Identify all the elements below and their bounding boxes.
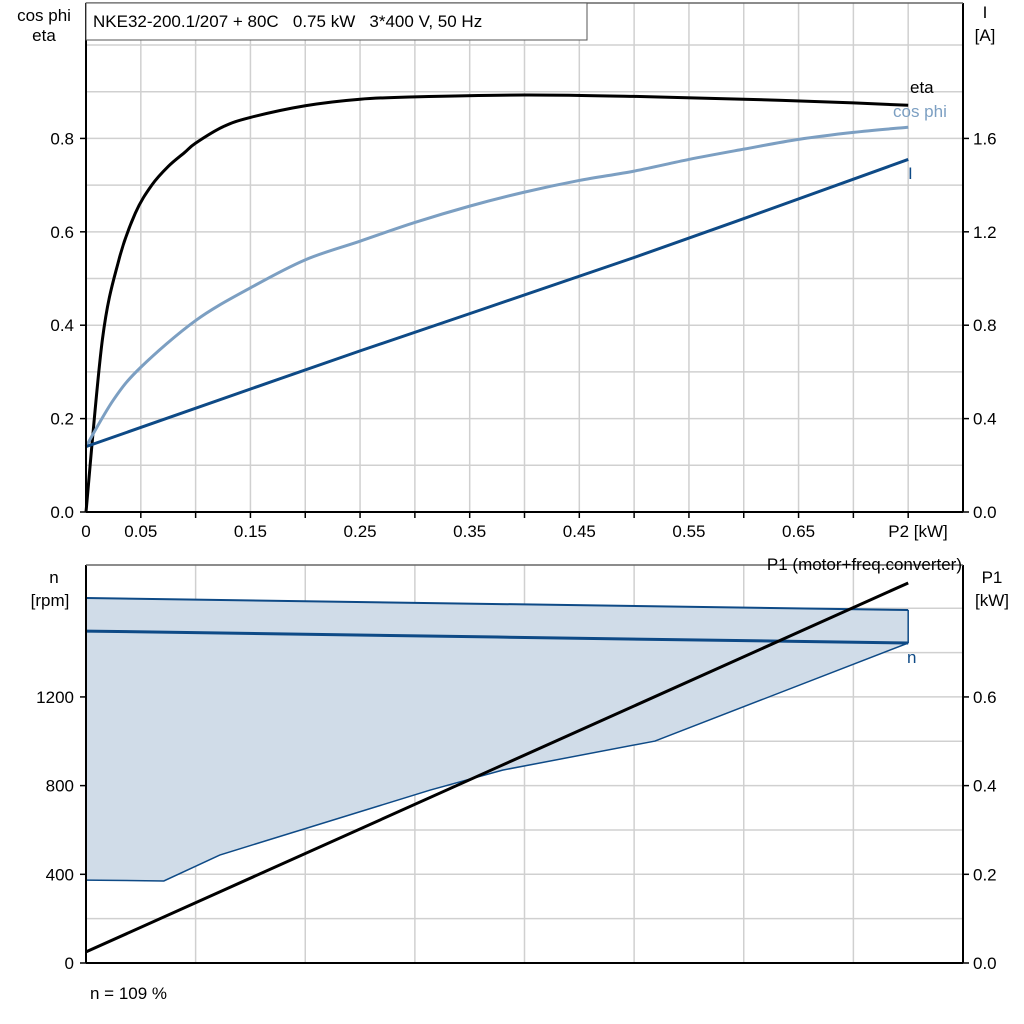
bottom-left-axis-label-1: n	[49, 568, 58, 587]
series-label-p1: P1 (motor+freq.converter)	[767, 555, 962, 574]
series-label-n: n	[907, 648, 916, 667]
bottom-chart-series	[85, 581, 909, 954]
x-tick-label: 0.25	[344, 522, 377, 541]
series-line-p1	[85, 581, 909, 954]
y-tick-label-left: 1200	[36, 688, 74, 707]
speed-band-upper	[85, 597, 909, 612]
y-tick-label-left: 0.0	[50, 503, 74, 522]
top-chart-grid	[86, 3, 963, 512]
y-tick-label-left: 0.2	[50, 410, 74, 429]
x-tick-label: 0.35	[453, 522, 486, 541]
x-tick-label: 0.15	[234, 522, 267, 541]
series-line-eta	[84, 93, 909, 513]
top-left-axis-label-1: cos phi	[17, 6, 71, 25]
y-tick-label-left: 0.8	[50, 129, 74, 148]
y-tick-label-right: 0.2	[973, 865, 997, 884]
y-tick-label-left: 0.4	[50, 316, 74, 335]
y-tick-label-right: 0.0	[973, 503, 997, 522]
x-tick-label: 0	[81, 522, 90, 541]
bottom-left-axis-label-2: [rpm]	[31, 591, 70, 610]
title-box	[85, 2, 588, 41]
top-left-axis-label-2: eta	[32, 26, 56, 45]
bottom-right-axis-label-2: [kW]	[975, 591, 1009, 610]
y-tick-label-right: 0.4	[973, 777, 997, 796]
speed-band-area	[86, 598, 909, 881]
speed-band-lower	[85, 642, 909, 882]
y-tick-label-left: 0	[65, 954, 74, 973]
series-label-cos-phi: cos phi	[893, 102, 947, 121]
series-line-i	[85, 158, 909, 449]
x-tick-label: 0.65	[782, 522, 815, 541]
series-label-current: I	[908, 164, 913, 183]
top-chart-series	[84, 93, 909, 513]
y-tick-label-right: 1.6	[973, 129, 997, 148]
y-tick-label-left: 800	[46, 777, 74, 796]
series-line-n	[85, 629, 909, 645]
y-tick-label-right: 0.4	[973, 410, 997, 429]
top-right-axis-label-1: I	[983, 3, 988, 22]
y-tick-label-right: 0.8	[973, 316, 997, 335]
x-axis-label: P2 [kW]	[888, 522, 948, 541]
x-tick-label: 0.05	[124, 522, 157, 541]
y-tick-label-left: 0.6	[50, 223, 74, 242]
y-tick-label-right: 0.0	[973, 954, 997, 973]
chart-title: NKE32-200.1/207 + 80C 0.75 kW 3*400 V, 5…	[93, 12, 482, 31]
y-tick-label-left: 400	[46, 865, 74, 884]
top-right-axis-label-2: [A]	[975, 26, 996, 45]
y-tick-label-right: 0.6	[973, 688, 997, 707]
bottom-right-axis-label-1: P1	[982, 568, 1003, 587]
series-label-eta: eta	[910, 78, 934, 97]
speed-band	[85, 597, 909, 882]
series-line-cos	[84, 125, 909, 448]
x-tick-label: 0.45	[563, 522, 596, 541]
x-tick-label: 0.55	[672, 522, 705, 541]
y-tick-label-right: 1.2	[973, 223, 997, 242]
speed-annotation: n = 109 %	[90, 984, 167, 1003]
